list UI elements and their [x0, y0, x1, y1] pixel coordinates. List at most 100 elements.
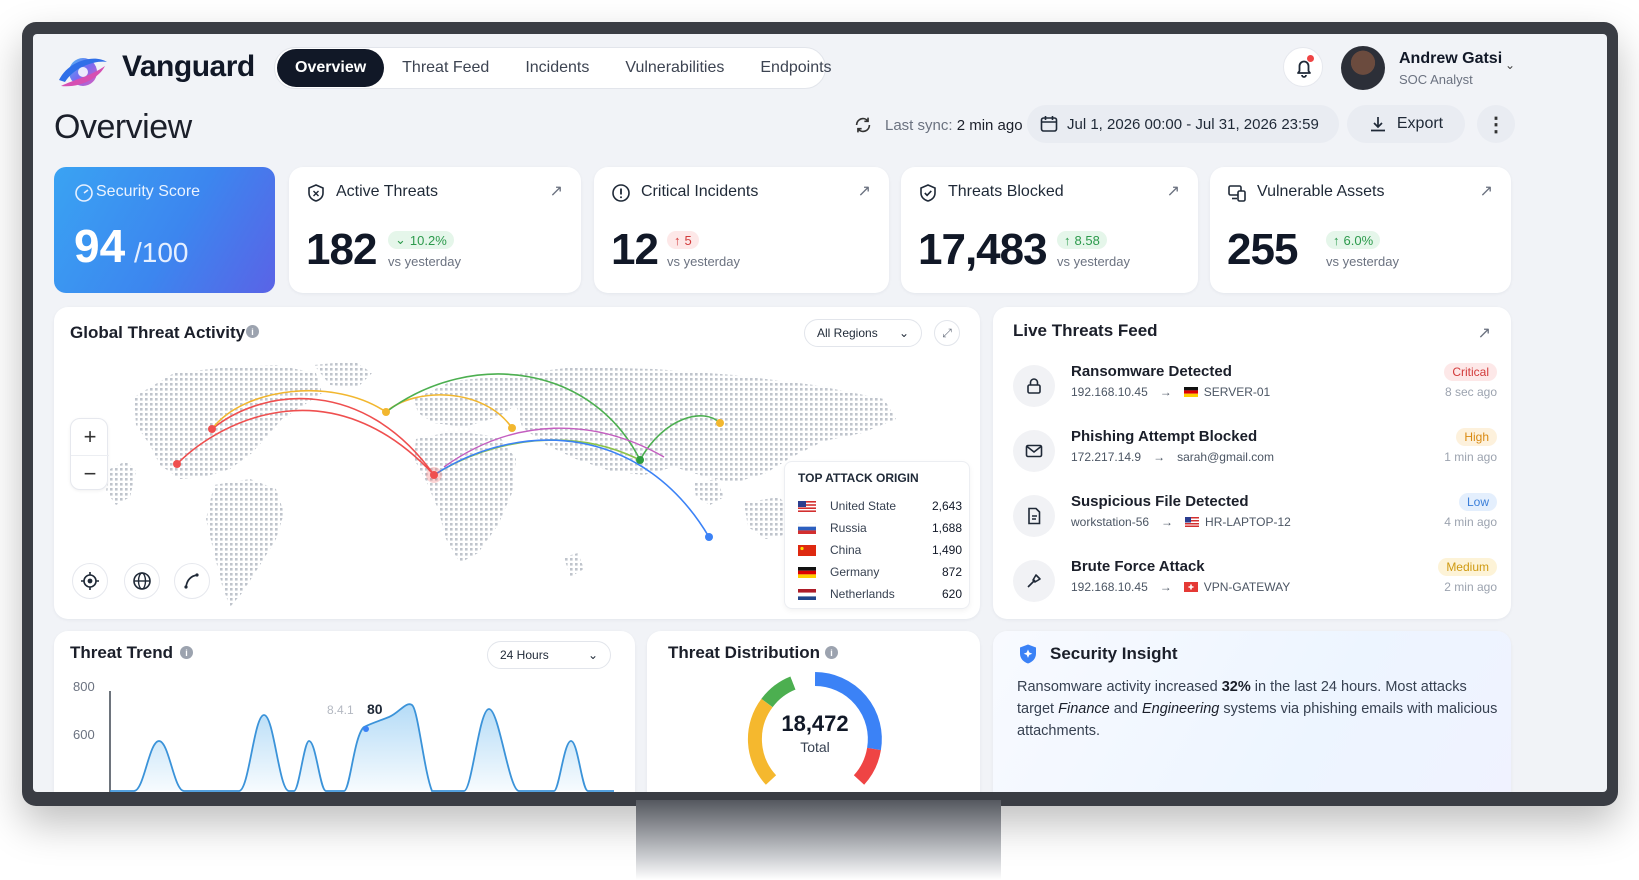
- user-name: Andrew Gatsi: [1399, 50, 1503, 67]
- arrow-up-right-icon[interactable]: ↗: [1166, 183, 1180, 200]
- info-icon[interactable]: i: [246, 325, 259, 338]
- live-threats-feed-panel: Live Threats Feed ↗ Ransomware Detected …: [993, 307, 1511, 619]
- trend-peak-label: 80: [367, 701, 383, 717]
- security-score-card[interactable]: Security Score 94 /100: [54, 167, 275, 293]
- tab-overview[interactable]: Overview: [277, 49, 385, 87]
- security-score-max: /100: [134, 237, 189, 268]
- feed-item-title: Suspicious File Detected: [1071, 493, 1249, 510]
- arrow-up-right-icon[interactable]: ↗: [857, 183, 871, 200]
- vulnerable-assets-card[interactable]: Vulnerable Assets ↗ 255 ↑ 6.0% vs yesterd…: [1210, 167, 1511, 293]
- insight-text-part: Ransomware activity increased: [1017, 679, 1222, 695]
- date-range-picker[interactable]: Jul 1, 2026 00:00 - Jul 31, 2026 23:59: [1027, 105, 1339, 143]
- top-attack-origin: TOP ATTACK ORIGIN United State 2,643 Rus…: [784, 461, 970, 609]
- key-icon: [1013, 560, 1055, 602]
- origin-row: Russia 1,688: [798, 519, 962, 537]
- route-button[interactable]: [174, 563, 210, 599]
- feed-target-name: HR-LAPTOP-12: [1205, 515, 1291, 529]
- feed-item[interactable]: Phishing Attempt Blocked 172.217.14.9 → …: [1013, 428, 1497, 488]
- origin-count: 1,688: [931, 521, 962, 535]
- feed-target-name: VPN-GATEWAY: [1203, 580, 1291, 594]
- kpi-change-value: 8.58: [1074, 232, 1100, 248]
- brand-name: Vanguard: [122, 50, 255, 83]
- severity-badge: High: [1456, 428, 1497, 446]
- nl-flag-icon: [798, 588, 816, 600]
- arrow-right-icon: →: [1159, 580, 1172, 594]
- trend-tooltip: 8.4.1: [327, 703, 354, 717]
- shield-alert-icon: [308, 184, 324, 202]
- minus-icon: −: [83, 460, 97, 486]
- feed-item-meta: workstation-56 → HR-LAPTOP-12: [1071, 515, 1291, 529]
- feed-item[interactable]: Brute Force Attack 192.168.10.45 → VPN-G…: [1013, 558, 1497, 618]
- ch-flag-icon: [1183, 582, 1198, 592]
- info-icon[interactable]: i: [180, 646, 193, 659]
- arrow-up-right-icon[interactable]: ↗: [1477, 325, 1491, 342]
- security-insight-panel: Security Insight Ransomware activity inc…: [993, 631, 1511, 792]
- insight-text-part: systems via phishing emails with malicio…: [1017, 701, 1498, 739]
- feed-target: sarah@gmail.com: [1177, 450, 1274, 464]
- kpi-sub: vs yesterday: [1057, 254, 1130, 269]
- zoom-out-button[interactable]: −: [71, 455, 109, 491]
- shield-check-icon: [920, 184, 936, 202]
- plus-icon: +: [83, 424, 97, 449]
- distribution-total-label: Total: [800, 739, 830, 755]
- globe-view-button[interactable]: [124, 563, 160, 599]
- feed-time: 8 sec ago: [1444, 385, 1497, 399]
- date-range-value: Jul 1, 2026 00:00 - Jul 31, 2026 23:59: [1067, 115, 1319, 133]
- time-range-select[interactable]: 24 Hours ⌄: [487, 641, 611, 669]
- kpi-change: ↑ 5: [667, 231, 699, 249]
- zoom-in-button[interactable]: +: [71, 419, 109, 455]
- time-range-value: 24 Hours: [500, 648, 549, 662]
- threats-blocked-card[interactable]: Threats Blocked ↗ 17,483 ↑ 8.58 vs yester…: [901, 167, 1198, 293]
- arrow-up-right-icon[interactable]: ↗: [549, 183, 563, 200]
- curve-arrow-icon: [184, 573, 199, 589]
- kpi-title: Active Threats: [336, 183, 438, 200]
- kpi-title: Threats Blocked: [948, 183, 1064, 200]
- region-select[interactable]: All Regions ⌄: [804, 319, 922, 347]
- critical-incidents-card[interactable]: Critical Incidents ↗ 12 ↑ 5 vs yesterday: [594, 167, 889, 293]
- feed-item-title: Brute Force Attack: [1071, 558, 1205, 575]
- tab-vulnerabilities[interactable]: Vulnerabilities: [625, 59, 725, 76]
- info-icon[interactable]: i: [825, 646, 838, 659]
- distribution-total-value: 18,472: [781, 711, 849, 736]
- more-options-button[interactable]: ⋮: [1477, 105, 1515, 143]
- last-sync: Last sync: 2 min ago: [885, 117, 1023, 134]
- feed-time: 1 min ago: [1444, 450, 1497, 464]
- kpi-change-value: 5: [684, 232, 692, 248]
- tab-incidents[interactable]: Incidents: [525, 59, 590, 76]
- lock-icon: [1013, 365, 1055, 407]
- active-threats-card[interactable]: Active Threats ↗ 182 ⌄ 10.2% vs yesterday: [289, 167, 581, 293]
- kpi-change-value: 6.0%: [1343, 232, 1374, 248]
- tab-endpoints[interactable]: Endpoints: [760, 59, 832, 76]
- feed-item[interactable]: Suspicious File Detected workstation-56 …: [1013, 493, 1497, 553]
- tab-threat-feed[interactable]: Threat Feed: [402, 59, 490, 76]
- expand-icon[interactable]: ⤢: [934, 320, 960, 346]
- mail-icon: [1013, 430, 1055, 472]
- devices-icon: [1228, 185, 1246, 202]
- distribution-donut: [747, 672, 882, 785]
- global-threat-activity-panel: Global Threat Activity i All Regions ⌄ ⤢: [54, 307, 980, 619]
- feed-target-name: SERVER-01: [1203, 385, 1271, 399]
- feed-item-meta: 172.217.14.9 → sarah@gmail.com: [1071, 450, 1274, 464]
- refresh-icon[interactable]: [852, 114, 874, 136]
- trend-up-icon: ↑: [674, 232, 681, 248]
- origin-country: China: [830, 543, 862, 557]
- kpi-value: 17,483: [918, 225, 1048, 274]
- feed-item-meta: 192.168.10.45 → VPN-GATEWAY: [1071, 580, 1290, 594]
- chevron-down-icon[interactable]: ⌄: [1505, 58, 1516, 72]
- origin-row: United State 2,643: [798, 497, 962, 515]
- feed-item[interactable]: Ransomware Detected 192.168.10.45 → SERV…: [1013, 363, 1497, 423]
- user-role: SOC Analyst: [1399, 72, 1473, 87]
- kpi-sub: vs yesterday: [388, 254, 461, 269]
- shield-sparkle-icon: [1020, 644, 1036, 664]
- origin-count: 620: [941, 587, 962, 601]
- threat-trend-panel: Threat Trend i 24 Hours ⌄ 800 600 8.4.1 …: [54, 631, 635, 792]
- locate-button[interactable]: [72, 563, 108, 599]
- panel-title: Threat Distribution: [668, 643, 821, 662]
- export-button[interactable]: Export: [1347, 105, 1465, 143]
- feed-item-title: Ransomware Detected: [1071, 363, 1232, 380]
- arrow-up-right-icon[interactable]: ↗: [1479, 183, 1493, 200]
- notifications-button[interactable]: [1283, 47, 1323, 87]
- severity-badge: Low: [1458, 493, 1497, 511]
- monitor-stand: [636, 800, 1001, 880]
- avatar[interactable]: [1341, 46, 1385, 90]
